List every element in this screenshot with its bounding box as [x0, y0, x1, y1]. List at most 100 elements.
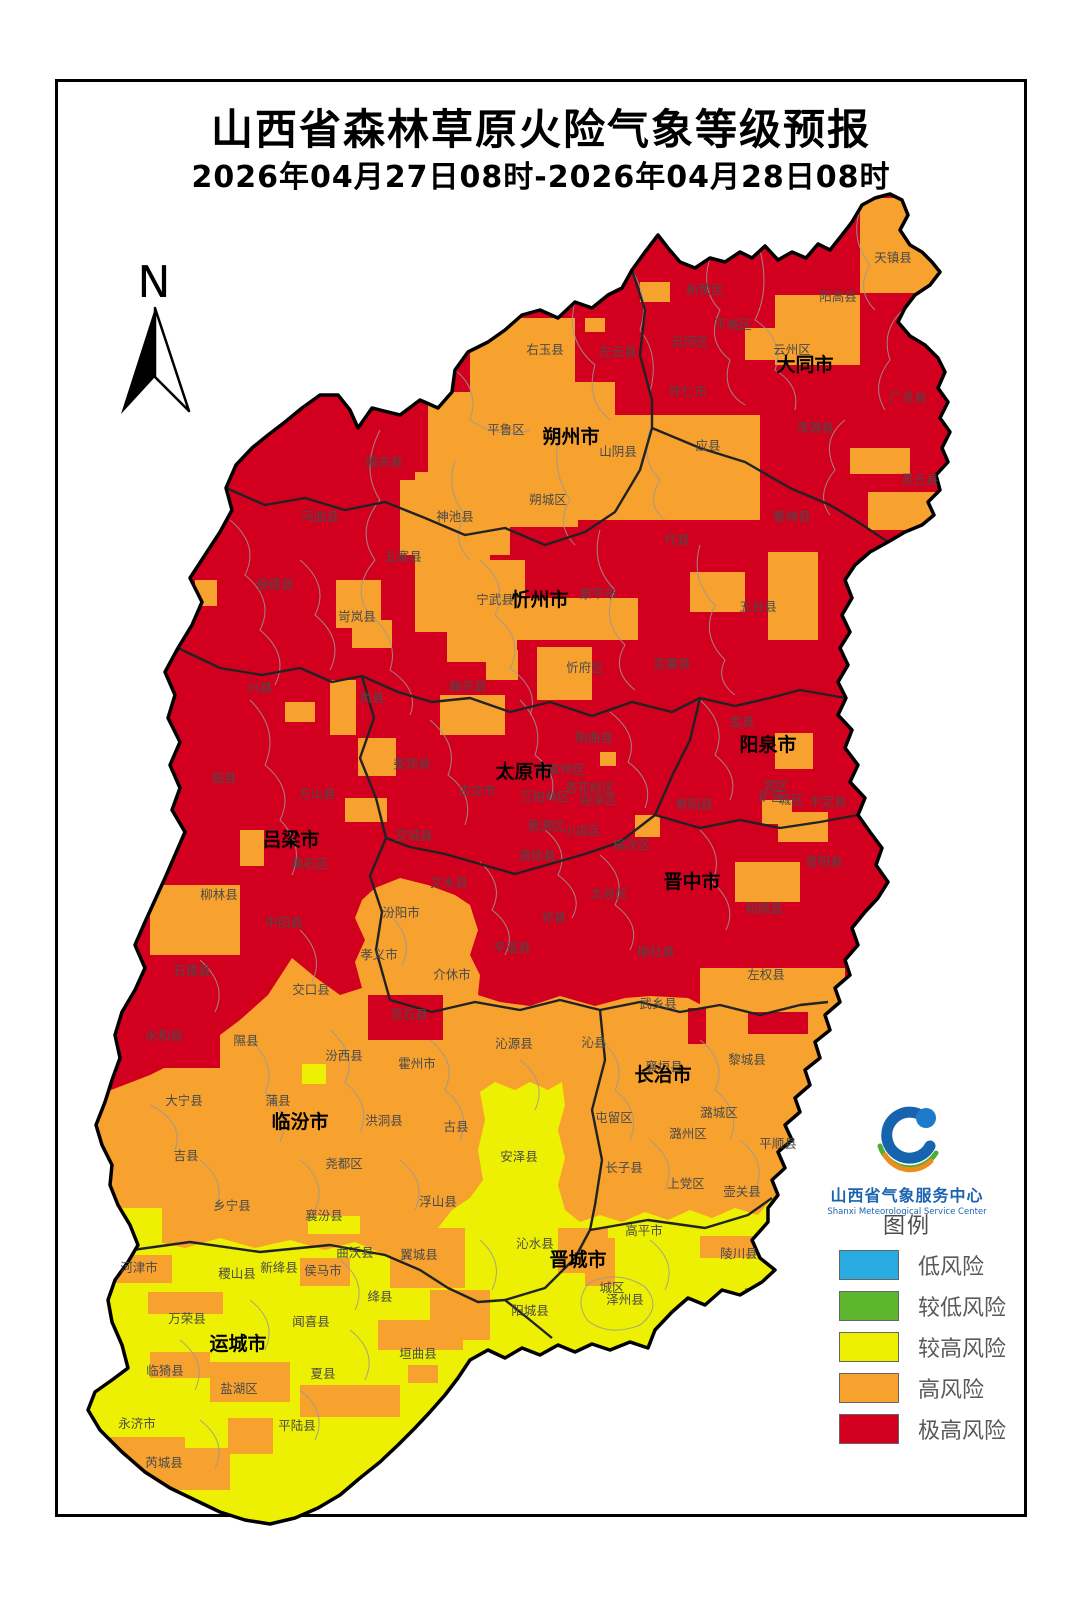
county-label: 屯留区 — [595, 1110, 633, 1125]
risk-cell — [868, 492, 950, 530]
county-boundaries — [149, 209, 906, 1469]
county-label: 祁县 — [541, 910, 566, 925]
county-label: 原平市 — [579, 586, 617, 601]
city-label: 运城市 — [209, 1332, 266, 1355]
risk-cell — [775, 1268, 787, 1280]
agency-logo: 山西省气象服务中心 Shanxi Meteorological Service … — [817, 1102, 997, 1217]
county-label: 汾西县 — [325, 1048, 363, 1063]
county-label: 清徐县 — [518, 848, 556, 863]
risk-cell — [240, 830, 264, 866]
county-label: 壶关县 — [723, 1184, 761, 1199]
county-label: 昔阳县 — [805, 854, 843, 869]
county-label: 河曲县 — [301, 509, 339, 524]
county-boundary-line — [706, 257, 746, 406]
county-label: 新荣区 — [686, 282, 724, 297]
county-label: 左权县 — [747, 967, 785, 982]
risk-cell — [635, 815, 660, 837]
county-label: 榆社县 — [637, 944, 675, 959]
north-arrow-right-half — [153, 306, 191, 413]
county-label: 永和县 — [145, 1028, 183, 1043]
county-label: 泽州县 — [606, 1292, 644, 1307]
city-boundary-line — [589, 1197, 773, 1232]
county-label: 汾阳市 — [382, 905, 420, 920]
county-label: 芮城县 — [145, 1455, 183, 1470]
risk-cell — [210, 1362, 290, 1402]
county-label: 云州区 — [773, 342, 811, 357]
county-boundary-line — [389, 914, 407, 966]
county-boundary-line — [556, 429, 576, 546]
risk-cell — [150, 1352, 210, 1378]
county-boundary-line — [399, 1159, 420, 1211]
county-label: 临猗县 — [146, 1363, 184, 1378]
risk-cell — [285, 702, 315, 722]
county-label: 小店区 — [563, 823, 601, 838]
risk-cell — [600, 752, 616, 766]
map-title: 山西省森林草原火险气象等级预报 — [210, 105, 871, 154]
county-label: 襄垣县 — [645, 1059, 683, 1074]
county-boundary-line — [479, 1239, 497, 1291]
city-label: 长治市 — [634, 1063, 691, 1086]
county-label: 高平市 — [625, 1223, 663, 1238]
risk-cell — [470, 318, 575, 398]
county-label: 隰县 — [233, 1033, 258, 1048]
north-arrow: N — [121, 257, 191, 414]
city-label: 朔州市 — [542, 425, 599, 448]
county-label: 云冈区 — [671, 334, 709, 349]
risk-cell — [302, 1064, 326, 1084]
city-label: 临汾市 — [271, 1110, 328, 1133]
city-boundary-line — [389, 998, 829, 1017]
county-label: 繁峙县 — [773, 509, 811, 524]
legend-label: 高风险 — [918, 1378, 985, 1403]
risk-cell — [537, 647, 592, 700]
risk-cell — [735, 862, 800, 902]
county-label: 古县 — [443, 1119, 468, 1134]
county-label: 新绛县 — [260, 1260, 298, 1275]
county-label: 代县 — [664, 532, 689, 547]
county-label: 右玉县 — [526, 342, 564, 357]
legend-swatch — [839, 1291, 899, 1321]
county-boundary-line — [149, 1104, 178, 1151]
county-label: 娄烦县 — [393, 756, 431, 771]
county-label: 平鲁区 — [487, 422, 525, 437]
county-label: 灵石县 — [390, 1007, 428, 1022]
county-boundary-line — [580, 1276, 654, 1331]
map-frame-border — [55, 79, 1027, 1517]
county-boundary-line — [631, 269, 654, 393]
county-boundary-line — [609, 711, 649, 809]
county-boundary-line — [649, 1139, 670, 1191]
city-boundary-line — [177, 646, 847, 718]
county-label: 忻府区 — [566, 660, 604, 675]
risk-cell — [850, 448, 910, 474]
legend-label: 极高风险 — [918, 1419, 1007, 1444]
risk-cell — [330, 680, 356, 735]
legend-swatch — [839, 1250, 899, 1280]
risk-cell — [775, 295, 860, 365]
county-label: 潞城区 — [700, 1105, 738, 1120]
county-label: 翼城县 — [400, 1247, 438, 1262]
county-label: 郊区 — [763, 778, 788, 793]
county-boundary-line — [299, 559, 336, 671]
county-boundary-line — [754, 249, 797, 411]
legend-swatch — [839, 1414, 899, 1444]
county-label: 交城县 — [395, 828, 433, 843]
agency-name-en: Shanxi Meteorological Service Center — [827, 1207, 987, 1217]
county-label: 阳曲县 — [575, 730, 613, 745]
county-boundary-line — [249, 1039, 285, 1143]
legend-swatch — [839, 1332, 899, 1362]
county-label: 阳城县 — [511, 1303, 549, 1318]
county-boundary-line — [479, 861, 510, 956]
county-boundary-line — [878, 307, 906, 411]
county-boundary-line — [299, 1159, 320, 1211]
county-label: 万柏林区 — [520, 789, 570, 804]
county-boundary-line — [369, 614, 413, 716]
county-label: 和顺县 — [745, 901, 783, 916]
risk-cell — [300, 1385, 400, 1417]
county-label: 怀仁市 — [669, 384, 707, 399]
city-boundaries — [117, 269, 889, 1339]
county-label: 河津市 — [120, 1260, 158, 1275]
county-label: 宁武县 — [476, 592, 514, 607]
city-label: 晋中市 — [663, 870, 720, 893]
county-label: 矿区 — [758, 789, 783, 804]
province-outline — [86, 192, 952, 1526]
county-label: 万荣县 — [168, 1311, 206, 1326]
